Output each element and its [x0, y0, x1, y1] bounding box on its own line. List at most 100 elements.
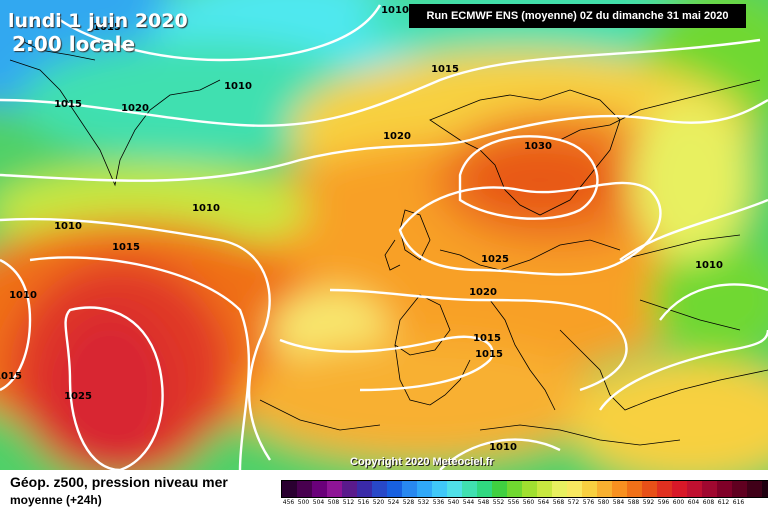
- isobar-label: 1025: [481, 254, 509, 265]
- legend-label: 528: [402, 499, 415, 506]
- legend-label: 588: [627, 499, 640, 506]
- legend-swatch: [702, 481, 717, 497]
- isobar-label: 1030: [524, 141, 552, 152]
- isobar-label: 1015: [112, 242, 140, 253]
- isobar-label: 1020: [469, 287, 497, 298]
- legend-swatch: [522, 481, 537, 497]
- isobar-label: 1015: [431, 64, 459, 75]
- legend-label: 512: [342, 499, 355, 506]
- isobar-label: 1015: [0, 371, 22, 382]
- legend-swatch: [717, 481, 732, 497]
- legend-swatch: [297, 481, 312, 497]
- legend-label: 592: [642, 499, 655, 506]
- legend-label: 540: [447, 499, 460, 506]
- legend-label: 600: [672, 499, 685, 506]
- isobar-label: 1020: [383, 131, 411, 142]
- legend-swatch: [537, 481, 552, 497]
- isobar-label: 1015: [475, 349, 503, 360]
- legend-swatch: [402, 481, 417, 497]
- legend-swatch: [282, 481, 297, 497]
- map-title: Géop. z500, pression niveau mer: [10, 474, 228, 490]
- legend-label: [761, 499, 768, 509]
- legend-swatch: [387, 481, 402, 497]
- isobar-label: 1010: [381, 5, 409, 16]
- footer: Géop. z500, pression niveau mer moyenne …: [0, 470, 768, 512]
- legend-swatch: [432, 481, 447, 497]
- legend-labels: 456 500 504 508 512 516 520 524 528 532 536 540 544 5…: [281, 499, 768, 509]
- legend-swatch: [552, 481, 567, 497]
- legend-label: 604: [687, 499, 700, 506]
- legend-swatch: [372, 481, 387, 497]
- isobar-label: 1015: [473, 333, 501, 344]
- map-subtitle: moyenne (+24h): [10, 493, 102, 507]
- legend-swatch: [642, 481, 657, 497]
- legend-label: [746, 499, 761, 509]
- legend-swatch: [477, 481, 492, 497]
- legend-swatch: [627, 481, 642, 497]
- isobar-label: 1010: [9, 290, 37, 301]
- legend-swatch: [582, 481, 597, 497]
- legend-swatch: [747, 481, 762, 497]
- legend-label: 536: [432, 499, 445, 506]
- legend-label: 556: [507, 499, 520, 506]
- legend-label: 608: [702, 499, 715, 506]
- isobar-label: 1015: [93, 22, 121, 33]
- legend-swatch: [327, 481, 342, 497]
- isobar-label: 1010: [224, 81, 252, 92]
- isobar-labels: 1010 1015 1010 1015 1015 1020 1020 1030 1010 1010…: [0, 5, 723, 453]
- legend-label: 564: [537, 499, 550, 506]
- legend-label: 532: [417, 499, 430, 506]
- legend-swatch: [657, 481, 672, 497]
- legend-label: 568: [552, 499, 565, 506]
- copyright-text: Copyright 2020 Meteociel.fr: [350, 456, 494, 468]
- legend-label: 552: [492, 499, 505, 506]
- isobar-label: 1010: [489, 442, 517, 453]
- forecast-date: lundi 1 juin 2020: [8, 10, 188, 32]
- legend-swatch: [342, 481, 357, 497]
- legend-swatch: [417, 481, 432, 497]
- isobar-label: 1010: [695, 260, 723, 271]
- legend-label: 520: [372, 499, 385, 506]
- legend-label: 544: [462, 499, 475, 506]
- legend-swatch: [687, 481, 702, 497]
- isobar-label: 1025: [64, 391, 92, 402]
- isobar-lines: [0, 4, 768, 470]
- legend-label: 456: [282, 499, 295, 506]
- isobar-label: 1010: [54, 221, 82, 232]
- legend-label: 584: [612, 499, 625, 506]
- legend-swatch: [312, 481, 327, 497]
- legend-swatch: [612, 481, 627, 497]
- legend-label: 500: [297, 499, 310, 506]
- legend-label: 580: [597, 499, 610, 506]
- color-legend: [281, 480, 768, 498]
- legend-swatch: [357, 481, 372, 497]
- legend-label: 596: [657, 499, 670, 506]
- legend-label: 612: [717, 499, 730, 506]
- legend-swatch: [672, 481, 687, 497]
- legend-swatch: [462, 481, 477, 497]
- legend-label: 524: [387, 499, 400, 506]
- legend-swatch: [567, 481, 582, 497]
- legend-label: 560: [522, 499, 535, 506]
- legend-swatch: [507, 481, 522, 497]
- legend-swatch: [492, 481, 507, 497]
- legend-label: 616: [732, 499, 745, 506]
- legend-swatch: [732, 481, 747, 497]
- isobar-label: 1020: [121, 103, 149, 114]
- legend-label: 576: [582, 499, 595, 506]
- run-info-banner: Run ECMWF ENS (moyenne) 0Z du dimanche 3…: [409, 4, 746, 28]
- legend-swatch: [597, 481, 612, 497]
- color-field: [0, 0, 768, 470]
- legend-swatch: [447, 481, 462, 497]
- legend-label: 508: [327, 499, 340, 506]
- legend-label: 548: [477, 499, 490, 506]
- geopotential-map: 1010 1015 1010 1015 1015 1020 1020 1030 1010 1010…: [0, 0, 768, 470]
- legend-label: 504: [312, 499, 325, 506]
- isobar-label: 1010: [192, 203, 220, 214]
- legend-label: 572: [567, 499, 580, 506]
- isobar-label: 1015: [54, 99, 82, 110]
- legend-label: 516: [357, 499, 370, 506]
- legend-swatch: [762, 481, 768, 497]
- forecast-time: 2:00 locale: [12, 32, 136, 56]
